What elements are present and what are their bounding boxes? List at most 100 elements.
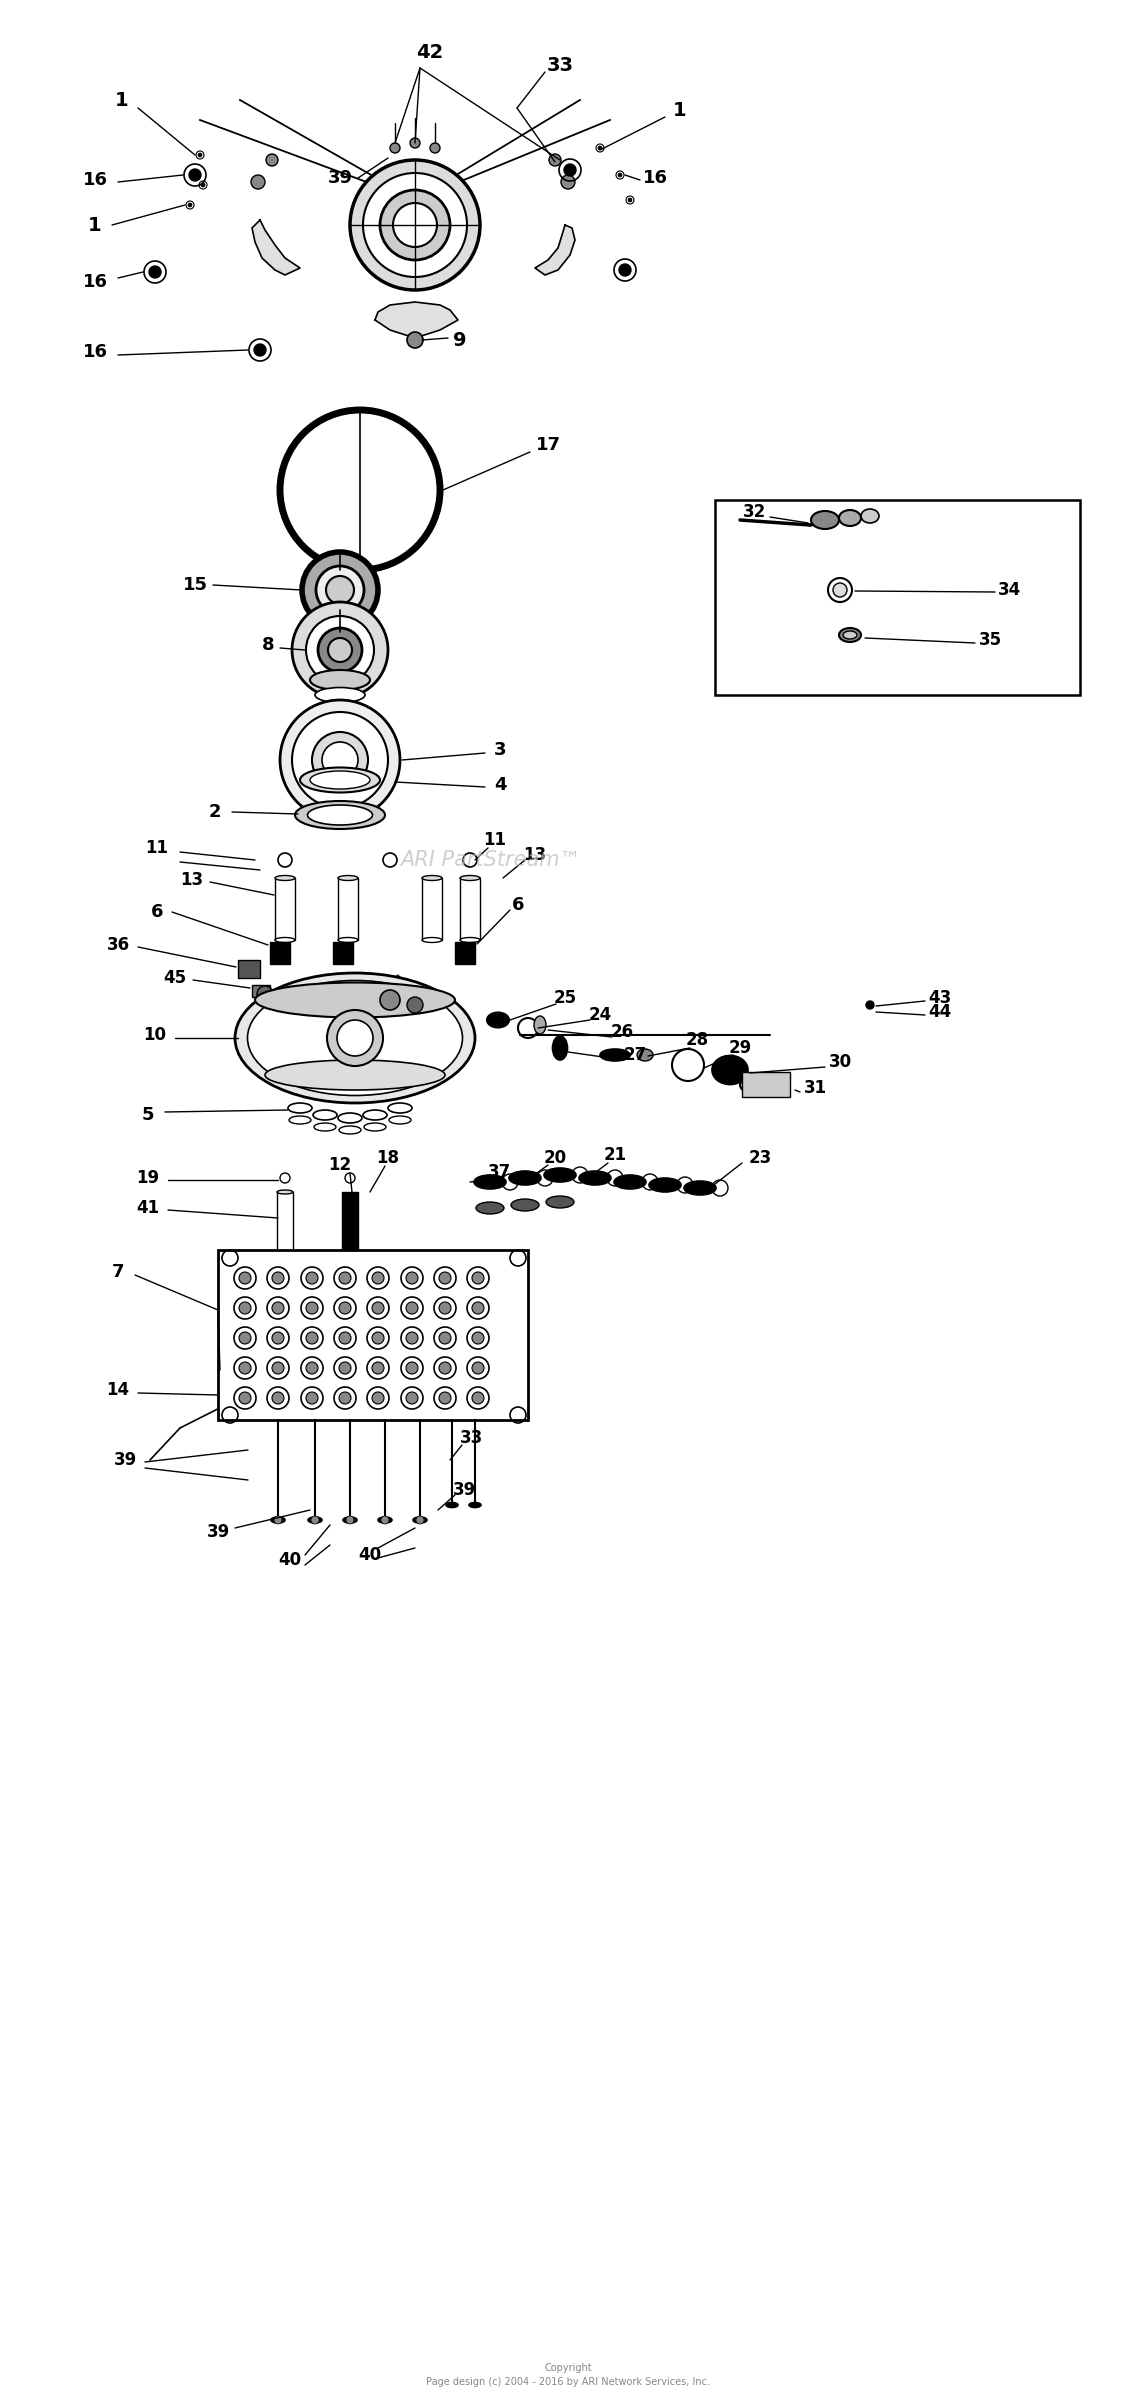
Ellipse shape bbox=[637, 1049, 653, 1061]
Text: 18: 18 bbox=[376, 1150, 400, 1166]
Text: 4: 4 bbox=[494, 777, 507, 794]
Circle shape bbox=[393, 202, 437, 248]
Circle shape bbox=[339, 1301, 351, 1313]
Text: 30: 30 bbox=[828, 1053, 852, 1070]
Text: 21: 21 bbox=[603, 1147, 627, 1164]
Circle shape bbox=[438, 1301, 451, 1313]
Circle shape bbox=[346, 1515, 354, 1525]
Circle shape bbox=[416, 1515, 424, 1525]
Circle shape bbox=[357, 743, 365, 753]
Circle shape bbox=[339, 1332, 351, 1344]
Text: 13: 13 bbox=[181, 871, 203, 890]
Ellipse shape bbox=[474, 1176, 506, 1188]
Text: 33: 33 bbox=[460, 1429, 484, 1448]
Text: 28: 28 bbox=[685, 1032, 709, 1049]
Circle shape bbox=[438, 1332, 451, 1344]
Text: 16: 16 bbox=[643, 168, 668, 188]
Bar bbox=[456, 943, 475, 964]
Text: 43: 43 bbox=[928, 988, 952, 1008]
Text: 13: 13 bbox=[524, 847, 546, 863]
Ellipse shape bbox=[534, 1015, 546, 1034]
Ellipse shape bbox=[811, 510, 840, 529]
Text: 9: 9 bbox=[453, 329, 467, 349]
Circle shape bbox=[274, 1515, 282, 1525]
Circle shape bbox=[306, 1272, 318, 1284]
Text: 14: 14 bbox=[107, 1380, 130, 1400]
Circle shape bbox=[315, 767, 323, 777]
Ellipse shape bbox=[308, 806, 373, 825]
Circle shape bbox=[866, 1000, 874, 1010]
Ellipse shape bbox=[684, 1181, 716, 1195]
Text: 45: 45 bbox=[164, 969, 186, 986]
Circle shape bbox=[549, 154, 561, 166]
Text: 35: 35 bbox=[978, 630, 1002, 649]
Ellipse shape bbox=[308, 1518, 321, 1522]
Ellipse shape bbox=[544, 1169, 576, 1181]
Circle shape bbox=[337, 1020, 373, 1056]
Circle shape bbox=[311, 1515, 319, 1525]
Ellipse shape bbox=[509, 1171, 541, 1186]
Ellipse shape bbox=[840, 510, 861, 527]
Text: 20: 20 bbox=[543, 1150, 567, 1166]
Circle shape bbox=[312, 731, 368, 789]
Text: 39: 39 bbox=[327, 168, 352, 188]
Circle shape bbox=[279, 700, 400, 820]
Circle shape bbox=[357, 767, 365, 777]
Circle shape bbox=[438, 1272, 451, 1284]
Bar bbox=[278, 1308, 292, 1368]
Text: 8: 8 bbox=[261, 635, 274, 654]
Text: 41: 41 bbox=[136, 1200, 159, 1217]
Circle shape bbox=[328, 637, 352, 661]
Circle shape bbox=[381, 1515, 389, 1525]
Ellipse shape bbox=[613, 1176, 646, 1188]
Circle shape bbox=[300, 748, 308, 758]
Circle shape bbox=[371, 1392, 384, 1405]
Circle shape bbox=[381, 991, 400, 1010]
Ellipse shape bbox=[310, 671, 370, 690]
Ellipse shape bbox=[579, 1171, 611, 1186]
Text: 32: 32 bbox=[743, 503, 767, 522]
Circle shape bbox=[406, 1332, 418, 1344]
Text: 39: 39 bbox=[207, 1522, 229, 1542]
Ellipse shape bbox=[275, 875, 295, 880]
Circle shape bbox=[327, 1010, 383, 1065]
Bar bbox=[742, 1073, 790, 1097]
Text: 17: 17 bbox=[535, 435, 560, 455]
Ellipse shape bbox=[310, 772, 370, 789]
Ellipse shape bbox=[315, 688, 365, 702]
Circle shape bbox=[371, 1332, 384, 1344]
Ellipse shape bbox=[254, 984, 456, 1017]
Circle shape bbox=[239, 1392, 251, 1405]
Circle shape bbox=[390, 142, 400, 154]
Circle shape bbox=[410, 137, 420, 149]
Ellipse shape bbox=[277, 1190, 293, 1193]
Ellipse shape bbox=[740, 1075, 790, 1097]
Circle shape bbox=[251, 176, 265, 190]
Circle shape bbox=[406, 1301, 418, 1313]
Text: 42: 42 bbox=[417, 43, 444, 63]
Bar bbox=[421, 878, 442, 940]
Bar bbox=[277, 1193, 293, 1258]
Circle shape bbox=[272, 1301, 284, 1313]
Text: 34: 34 bbox=[999, 582, 1021, 599]
Circle shape bbox=[350, 161, 481, 291]
Circle shape bbox=[189, 168, 201, 180]
Ellipse shape bbox=[235, 974, 475, 1104]
Bar bbox=[460, 878, 481, 940]
Circle shape bbox=[407, 998, 423, 1013]
Ellipse shape bbox=[460, 875, 481, 880]
Circle shape bbox=[339, 1361, 351, 1373]
Circle shape bbox=[239, 1301, 251, 1313]
Circle shape bbox=[471, 1272, 484, 1284]
Circle shape bbox=[321, 743, 358, 777]
Text: 39: 39 bbox=[114, 1450, 136, 1469]
Text: 24: 24 bbox=[588, 1005, 611, 1025]
Bar bbox=[342, 1267, 358, 1318]
Text: 16: 16 bbox=[83, 274, 108, 291]
Ellipse shape bbox=[487, 1013, 509, 1027]
Circle shape bbox=[306, 1392, 318, 1405]
Text: 25: 25 bbox=[553, 988, 577, 1008]
Bar bbox=[218, 1251, 528, 1419]
Polygon shape bbox=[252, 219, 300, 274]
Circle shape bbox=[306, 616, 374, 683]
